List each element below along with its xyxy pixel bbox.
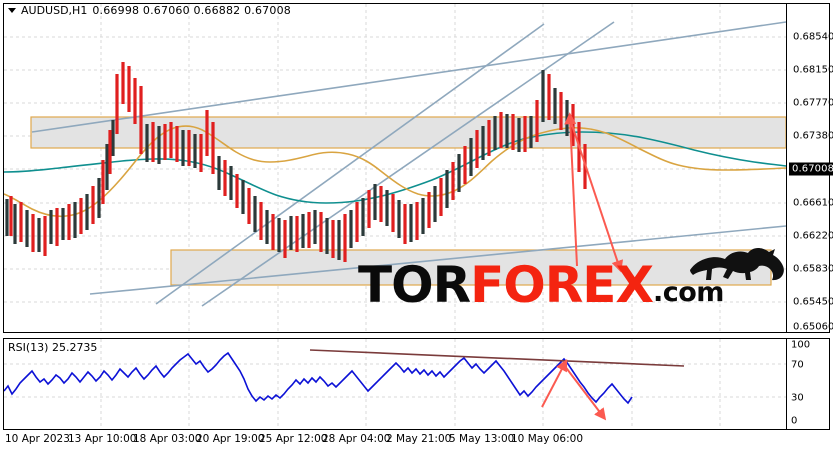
rsi-indicator-label: RSI(13) 25.2735 — [8, 341, 98, 354]
time-tick-label: 10 Apr 2023 — [5, 433, 70, 445]
rsi-tick-label: 100 — [791, 339, 811, 351]
time-tick-label: 18 Apr 03:00 — [133, 433, 202, 445]
symbol-header[interactable]: AUDUSD,H1 0.66998 0.67060 0.66882 0.6700… — [8, 3, 291, 17]
rsi-trendline — [309, 349, 685, 367]
bull-logo-icon — [690, 248, 784, 281]
torforex-watermark: TOR FOREX .com — [358, 248, 784, 314]
rsi-plot-svg — [4, 339, 786, 429]
current-price-tag: 0.67008 — [789, 162, 833, 176]
trendline-steep-2 — [201, 21, 615, 307]
price-tick-label: 0.67380 — [793, 130, 833, 142]
watermark-tor-text: TOR — [358, 256, 471, 314]
trendline-lower — [89, 225, 786, 295]
time-tick-label: 28 Apr 04:00 — [322, 433, 391, 445]
time-tick-label: 13 Apr 10:00 — [68, 433, 137, 445]
trendlines — [31, 21, 786, 307]
rsi-up-arrow — [541, 358, 568, 408]
symbol-label: AUDUSD,H1 — [21, 3, 88, 17]
support-zone — [170, 249, 772, 286]
price-tick-label: 0.67770 — [793, 97, 833, 109]
price-plot-area[interactable] — [4, 4, 786, 332]
price-plot-svg — [4, 4, 786, 332]
time-tick-label: 25 Apr 12:00 — [259, 433, 328, 445]
price-tick-label: 0.66220 — [793, 230, 833, 242]
rsi-gridlines — [4, 339, 786, 429]
rsi-down-arrow — [563, 364, 607, 421]
price-tick-label: 0.68150 — [793, 64, 833, 76]
watermark-forex-text: FOREX — [470, 256, 654, 314]
trendline-steep-1 — [155, 23, 545, 305]
caret-down-icon[interactable] — [8, 7, 16, 13]
price-tick-label: 0.66610 — [793, 197, 833, 209]
time-tick-label: 5 May 13:00 — [449, 433, 515, 445]
rsi-indicator-panel[interactable] — [3, 338, 830, 430]
time-tick-label: 20 Apr 19:00 — [196, 433, 265, 445]
price-scale-divider — [786, 3, 787, 333]
down-forecast-arrow — [569, 118, 624, 273]
ohlc-values: 0.66998 0.67060 0.66882 0.67008 — [92, 3, 291, 17]
candlestick-series — [5, 62, 587, 262]
rsi-tick-label: 30 — [791, 392, 804, 404]
rsi-plot-area[interactable] — [4, 339, 786, 429]
rsi-line — [4, 351, 633, 405]
price-tick-label: 0.65060 — [793, 321, 833, 333]
price-tick-label: 0.65450 — [793, 296, 833, 308]
rsi-tick-label: 0 — [791, 415, 798, 427]
vertical-gridlines — [100, 4, 721, 332]
time-tick-label: 10 May 06:00 — [511, 433, 584, 445]
price-tick-label: 0.68540 — [793, 31, 833, 43]
resistance-zone — [30, 116, 786, 149]
ma-fast-line — [4, 125, 786, 218]
watermark-com-text: .com — [653, 277, 724, 308]
trendline-upper — [31, 21, 786, 133]
rsi-tick-label: 70 — [791, 359, 804, 371]
up-forecast-arrow — [564, 112, 578, 267]
time-tick-label: 2 May 21:00 — [386, 433, 452, 445]
price-tick-label: 0.65830 — [793, 263, 833, 275]
rsi-scale-divider — [786, 338, 787, 430]
